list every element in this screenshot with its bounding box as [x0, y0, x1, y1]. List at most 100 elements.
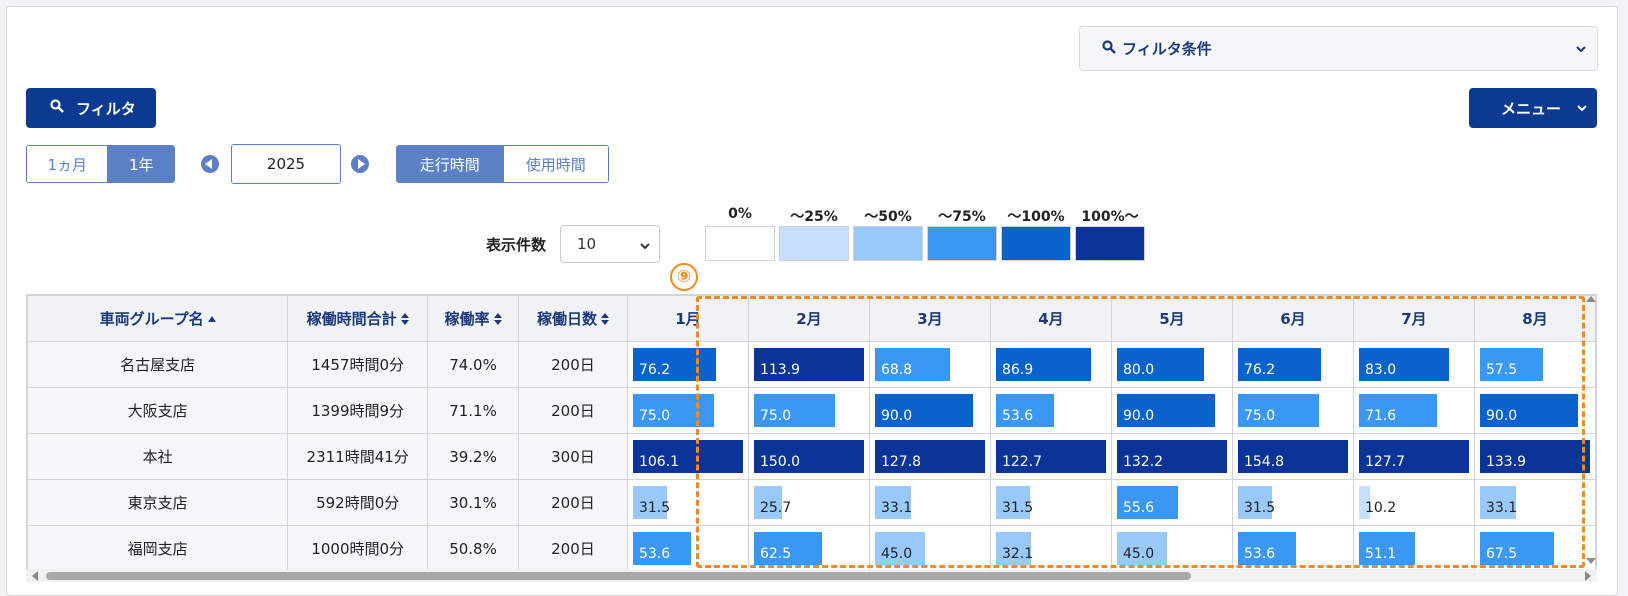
month-cell: 90.0: [1110, 387, 1233, 434]
year-field[interactable]: 2025: [231, 144, 341, 184]
display-count-value: 10: [577, 235, 597, 253]
column-header-days[interactable]: 稼働日数: [517, 295, 628, 342]
usage-value: 150.0: [759, 454, 801, 470]
month-cell: 90.0: [868, 387, 991, 434]
usage-bar: 25.7: [753, 486, 791, 519]
usage-bar: 57.5: [1479, 348, 1543, 381]
usage-value: 53.6: [1243, 546, 1276, 562]
legend-item: 0%: [705, 206, 775, 261]
month-cell: 154.8: [1231, 433, 1354, 480]
month-cell: 106.1: [626, 433, 749, 480]
month-cell: 150.0: [747, 433, 870, 480]
range-option-1year[interactable]: 1年: [108, 146, 174, 182]
legend-label: 〜50%: [864, 209, 912, 225]
filter-conditions-dropdown[interactable]: フィルタ条件: [1079, 26, 1598, 71]
usage-bar: 45.0: [874, 532, 925, 565]
usage-bar: 132.2: [1116, 440, 1227, 473]
header-label: 稼働日数: [536, 310, 597, 328]
scroll-down-icon[interactable]: [1586, 558, 1596, 564]
legend-label: 0%: [728, 206, 752, 222]
legend-label: 〜25%: [790, 209, 838, 225]
usage-value: 75.0: [1243, 408, 1276, 424]
mode-option-usage-time[interactable]: 使用時間: [502, 146, 608, 182]
menu-button[interactable]: メニュー: [1469, 88, 1597, 128]
month-cell: 51.1: [1352, 525, 1475, 569]
usage-value: 51.1: [1364, 546, 1397, 562]
cell-days: 200日: [517, 387, 628, 434]
column-header-month: 2月: [747, 295, 870, 342]
sort-icon: [400, 311, 409, 329]
usage-value: 53.6: [638, 546, 671, 562]
usage-bar: 53.6: [1237, 532, 1296, 565]
display-count-label: 表示件数: [486, 236, 547, 254]
cell-total: 1399時間9分: [287, 387, 429, 434]
table-row: 名古屋支店 1457時間0分 74.0% 200日 76.2 113.9 68.8 86.9 8…: [27, 341, 1596, 388]
month-cell: 25.7: [747, 479, 870, 526]
cell-days: 200日: [517, 341, 628, 388]
usage-value: 33.1: [1485, 500, 1518, 516]
month-cell: 55.6: [1110, 479, 1233, 526]
usage-value: 127.8: [880, 454, 922, 470]
scrollbar-thumb[interactable]: [46, 572, 1191, 580]
usage-value: 80.0: [1122, 362, 1155, 378]
usage-bar: 45.0: [1116, 532, 1167, 565]
column-header-group[interactable]: 車両グループ名: [27, 295, 289, 342]
usage-value: 76.2: [638, 362, 671, 378]
month-cell: 31.5: [1231, 479, 1354, 526]
legend-item: 〜75%: [927, 206, 997, 261]
mode-option-driving-time[interactable]: 走行時間: [397, 146, 503, 182]
legend-swatch: [779, 226, 849, 261]
month-cell: 31.5: [626, 479, 749, 526]
usage-bar: 150.0: [753, 440, 864, 473]
usage-bar: 67.5: [1479, 532, 1554, 565]
legend-item: 〜100%: [1001, 206, 1071, 261]
usage-bar: 133.9: [1479, 440, 1590, 473]
month-cell: 62.5: [747, 525, 870, 569]
usage-value: 75.0: [759, 408, 792, 424]
scroll-right-icon[interactable]: [1585, 571, 1591, 581]
next-year-icon[interactable]: [351, 155, 369, 173]
usage-value: 113.9: [759, 362, 801, 378]
chevron-down-icon: [1576, 100, 1588, 118]
scroll-up-icon[interactable]: [1586, 296, 1596, 302]
previous-year-icon[interactable]: [201, 155, 219, 173]
usage-value: 106.1: [638, 454, 680, 470]
usage-bar: 31.5: [1237, 486, 1275, 519]
cell-days: 200日: [517, 525, 628, 569]
legend-label: 100%〜: [1081, 209, 1139, 225]
cell-days: 300日: [517, 433, 628, 480]
header-label: 車両グループ名: [99, 310, 204, 328]
legend-item: 〜25%: [779, 206, 849, 261]
month-cell: 33.1: [1473, 479, 1596, 526]
month-cell: 113.9: [747, 341, 870, 388]
usage-value: 90.0: [1122, 408, 1155, 424]
usage-value: 90.0: [880, 408, 913, 424]
month-cell: 33.1: [868, 479, 991, 526]
legend-label: 〜100%: [1007, 209, 1065, 225]
usage-bar: 10.2: [1358, 486, 1396, 519]
usage-bar: 53.6: [632, 532, 691, 565]
range-option-1month[interactable]: 1ヵ月: [27, 146, 109, 182]
usage-bar: 55.6: [1116, 486, 1178, 519]
column-header-total[interactable]: 稼働時間合計: [287, 295, 429, 342]
usage-bar: 106.1: [632, 440, 743, 473]
filter-button[interactable]: フィルタ: [26, 88, 156, 128]
usage-bar: 71.6: [1358, 394, 1437, 427]
month-cell: 75.0: [626, 387, 749, 434]
usage-value: 75.0: [638, 408, 671, 424]
usage-value: 62.5: [759, 546, 792, 562]
header-label: 稼働率: [444, 310, 490, 328]
usage-bar: 90.0: [874, 394, 973, 427]
cell-rate: 74.0%: [427, 341, 519, 388]
column-header-rate[interactable]: 稼働率: [427, 295, 519, 342]
scroll-left-icon[interactable]: [32, 571, 38, 581]
data-table-container: 車両グループ名 稼働時間合計 稼働率 稼働日数 1月 2月 3月 4月 5月 6…: [26, 294, 1597, 570]
usage-value: 45.0: [1122, 546, 1155, 562]
cell-rate: 39.2%: [427, 433, 519, 480]
cell-total: 2311時間41分: [287, 433, 429, 480]
column-header-month: 7月: [1352, 295, 1475, 342]
usage-bar: 75.0: [1237, 394, 1319, 427]
sort-icon: [493, 311, 502, 329]
horizontal-scrollbar[interactable]: [26, 569, 1597, 582]
display-count-select[interactable]: 10: [560, 225, 660, 263]
